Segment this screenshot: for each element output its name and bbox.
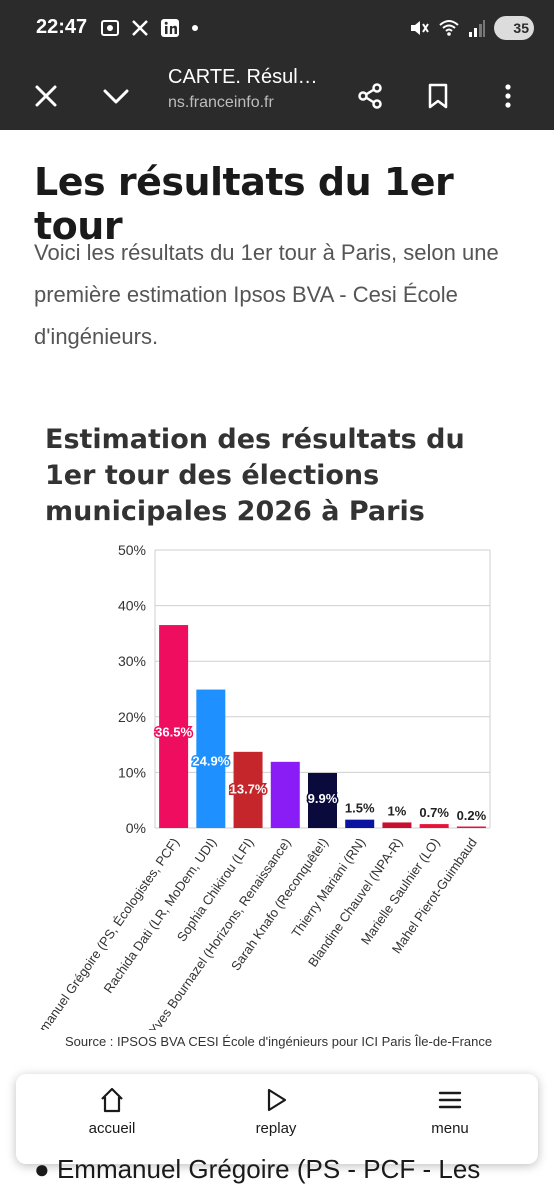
bar (159, 625, 189, 828)
collapse-button[interactable] (94, 74, 138, 118)
data-label: 0.2% (457, 808, 487, 823)
play-icon (267, 1088, 287, 1112)
status-time: 22:47 (36, 16, 88, 38)
bar (308, 772, 337, 828)
more-vertical-icon (505, 84, 511, 108)
data-label: 1% (388, 803, 407, 818)
bar (196, 689, 226, 828)
article-intro: Voici les résultats du 1er tour à Paris,… (34, 240, 499, 349)
nav-replay-label: replay (255, 1120, 297, 1137)
menu-icon (438, 1091, 462, 1109)
y-tick-label: 30% (118, 653, 146, 669)
chart-source: Source : IPSOS BVA CESI École d'ingénieu… (65, 1034, 493, 1049)
x-category-label: Emmanuel Grégoire (PS, Écologistes, PCF) (25, 835, 182, 1030)
battery-level: 35 (513, 20, 529, 36)
data-label: 9.9% (308, 791, 338, 806)
y-tick-label: 10% (118, 764, 146, 780)
mute-icon (411, 21, 429, 35)
article-heading: Les résultats du 1er tour (34, 160, 454, 248)
bottom-navigation: accueil replay menu (16, 1074, 538, 1164)
y-tick-label: 20% (118, 709, 146, 725)
signal-icon (469, 20, 485, 37)
chevron-down-icon (103, 89, 129, 104)
status-bar: 22:47 35 (0, 0, 554, 62)
screenshot-icon (101, 20, 119, 36)
close-button[interactable] (24, 74, 68, 118)
battery-icon: 35 (494, 16, 534, 40)
nav-menu-label: menu (431, 1120, 469, 1137)
bullet-icon: ● (34, 1154, 57, 1184)
linkedin-icon (161, 19, 179, 37)
share-icon (358, 83, 382, 109)
nav-home-label: accueil (88, 1120, 136, 1137)
page-url[interactable]: ns.franceinfo.fr (168, 94, 274, 111)
bar (233, 751, 263, 828)
nav-replay[interactable]: replay (216, 1086, 336, 1137)
list-item-text: ● Emmanuel Grégoire (PS - PCF - Les (34, 1154, 480, 1185)
bar (345, 819, 375, 828)
data-label: 1.5% (345, 801, 375, 816)
nav-menu[interactable]: menu (390, 1086, 510, 1137)
bar (270, 761, 300, 828)
data-label: 24.9% (192, 754, 229, 769)
y-tick-label: 0% (126, 820, 146, 836)
nav-home[interactable]: accueil (52, 1086, 172, 1137)
data-label: 13.7% (230, 782, 267, 797)
wifi-icon (439, 20, 459, 36)
dot-icon (192, 25, 198, 31)
chart-title: Estimation des résultats du 1er tour des… (45, 424, 465, 527)
x-logo-icon (132, 20, 148, 36)
data-label: 36.5% (155, 725, 192, 740)
bar-chart: 0% 10% 20% 30% 40% 50% 36.5% Emmanuel Grégoire … (25, 542, 491, 1030)
home-icon (101, 1087, 123, 1113)
browser-toolbar: CARTE. Résul… ns.franceinfo.fr (0, 62, 554, 130)
bookmark-icon (428, 83, 448, 109)
y-tick-label: 50% (118, 542, 146, 558)
data-label: 0.7% (419, 805, 449, 820)
candidate-heading: Emmanuel Grégoire (PS - PCF - Les (56, 1154, 481, 1184)
bar (456, 826, 486, 828)
y-tick-label: 40% (118, 598, 146, 614)
more-options-button[interactable] (486, 74, 530, 118)
page-title: CARTE. Résul… (168, 66, 318, 88)
close-icon (35, 85, 57, 107)
bookmark-button[interactable] (416, 74, 460, 118)
bar (419, 824, 449, 828)
share-button[interactable] (348, 74, 392, 118)
bar (382, 822, 412, 828)
